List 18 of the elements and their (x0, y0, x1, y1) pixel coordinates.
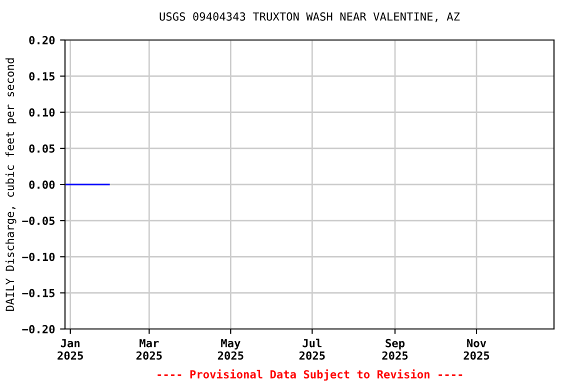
y-tick-label: −0.15 (22, 288, 55, 298)
y-tick-label: −0.10 (22, 252, 55, 262)
y-tick-label: −0.05 (22, 216, 55, 226)
y-tick-label: 0.20 (29, 36, 55, 44)
x-tick-label: May 2025 (218, 339, 244, 360)
x-tick-label: Sep 2025 (382, 338, 408, 360)
y-tick-label: −0.20 (22, 324, 55, 334)
x-tick-label: Nov 2025 (464, 339, 490, 360)
chart-title: USGS 09404343 TRUXTON WASH NEAR VALENTINE, AZ (160, 12, 460, 22)
x-tick-label: Jan 2025 (58, 339, 83, 360)
y-tick-label: 0.15 (29, 72, 55, 81)
x-tick-label: Mar 2025 (136, 339, 162, 360)
y-tick-label: 0.05 (29, 144, 55, 153)
y-tick-label: 0.00 (29, 180, 55, 189)
x-tick-label: Jul 2025 (299, 338, 325, 360)
y-axis-title: DAILY Discharge, cubic feet per second (5, 58, 16, 311)
text: ---- Provisional Data Subject to Revision ---- (158, 369, 462, 381)
y-tick-label: 0.10 (29, 108, 55, 117)
